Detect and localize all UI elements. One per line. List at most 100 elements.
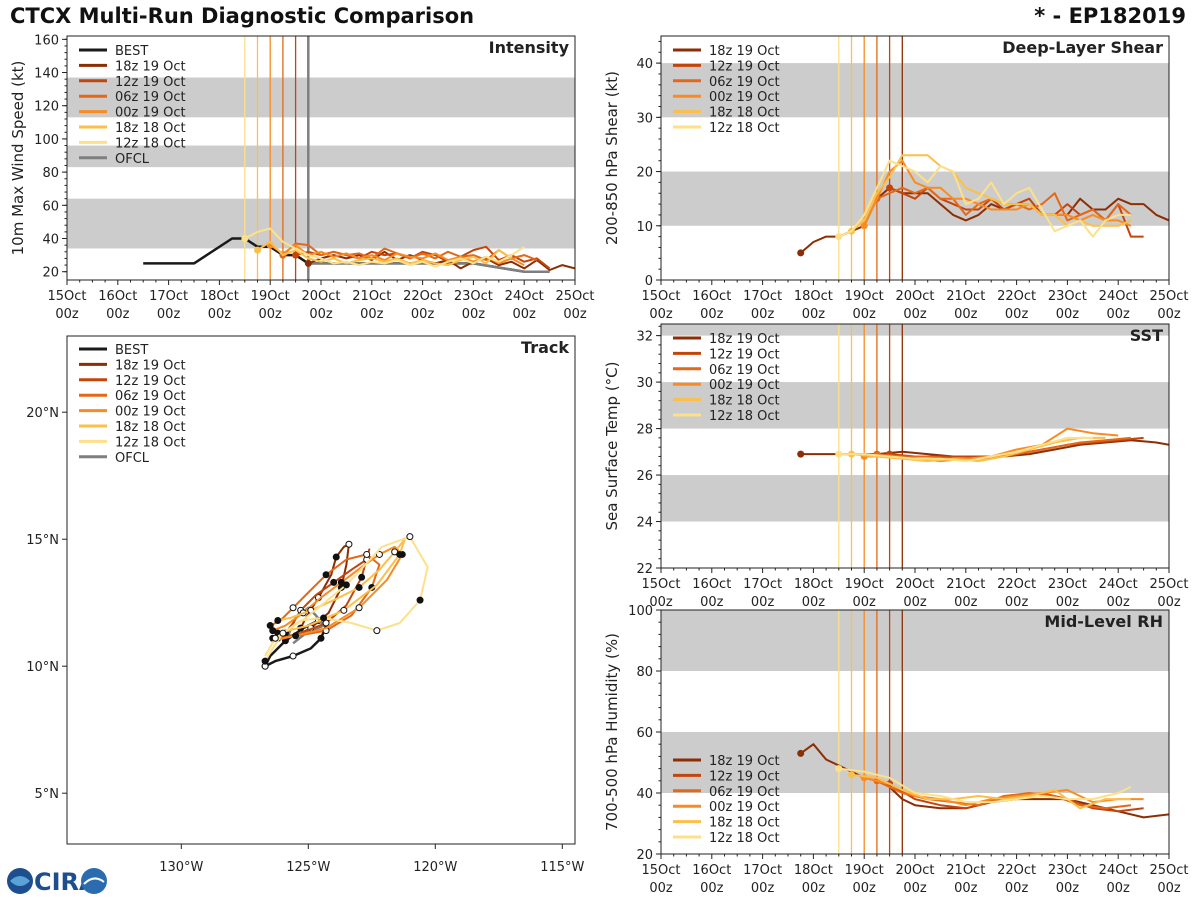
- x-tick-label-hour: 00z: [106, 307, 130, 322]
- series-start-marker-00z-19-oct: [860, 222, 868, 230]
- plot-area-rh: [661, 610, 1169, 854]
- x-tick-label-date: 20Oct: [895, 863, 934, 878]
- x-tick-label-hour: 00z: [1107, 595, 1131, 610]
- legend-label-00z-19-oct: 00z 19 Oct: [709, 800, 780, 815]
- shade-band-1: [661, 610, 1169, 671]
- track-point-12z-18-oct: [320, 614, 328, 622]
- x-tick-label-date: 22Oct: [997, 577, 1036, 592]
- x-tick-label-hour: 00z: [462, 307, 486, 322]
- track-point-06z-19-oct: [322, 571, 330, 579]
- track-line-12z-18-oct: [264, 535, 429, 662]
- x-tick-label-hour: 00z: [751, 595, 775, 610]
- track-point-18z-18-oct: [396, 550, 404, 558]
- x-tick-label-date: 18Oct: [794, 863, 833, 878]
- x-tick-label-hour: 00z: [1056, 881, 1080, 896]
- shade-band-1: [661, 63, 1169, 118]
- cira-logo-graphic: CIRA: [7, 868, 107, 896]
- x-tick-label: 115°W: [540, 860, 584, 875]
- x-tick-label-date: 23Oct: [1048, 577, 1087, 592]
- y-tick-label: 32: [636, 330, 653, 345]
- x-tick-label-hour: 00z: [700, 881, 724, 896]
- series-line-00z-19-oct: [863, 159, 1132, 227]
- x-tick-label-date: 15Oct: [47, 289, 86, 304]
- x-tick-label-hour: 00z: [853, 595, 877, 610]
- legend-label-18z-19-oct: 18z 19 Oct: [709, 754, 780, 769]
- series-start-marker-12z-18-oct: [241, 235, 249, 243]
- panel-shear: 0 10 20 30 40 15Oct 00z 16Oct 00z 17Oct 00z 18Oct 00…: [603, 35, 1189, 322]
- track-point-12z-19-oct: [330, 578, 338, 586]
- y-tick-label: 5°N: [35, 787, 60, 802]
- logo-wave-icon: [10, 876, 30, 886]
- x-tick-label-date: 15Oct: [641, 863, 680, 878]
- legend-label-18z-18-oct: 18z 18 Oct: [115, 420, 186, 435]
- x-tick-label-date: 21Oct: [352, 289, 391, 304]
- y-tick-label: 40: [636, 57, 653, 72]
- legend-label-ofcl: OFCL: [115, 152, 150, 167]
- shade-band-0: [67, 198, 575, 249]
- panel-title-track: Track: [521, 338, 569, 357]
- shade-band-1: [661, 382, 1169, 429]
- legend-label-18z-19-oct: 18z 19 Oct: [709, 44, 780, 59]
- track-point-12z-18-oct: [279, 629, 287, 637]
- legend-label-18z-18-oct: 18z 18 Oct: [709, 816, 780, 831]
- series-line-ofcl: [308, 262, 550, 273]
- x-tick-label-hour: 00z: [259, 307, 283, 322]
- legend-label-06z-19-oct: 06z 19 Oct: [709, 75, 780, 90]
- x-tick-label-date: 21Oct: [946, 577, 985, 592]
- track-point-best: [317, 634, 325, 642]
- x-tick-label-date: 21Oct: [946, 863, 985, 878]
- plot-area-shear: [661, 36, 1169, 280]
- y-tick-label: 10: [636, 220, 653, 235]
- legend-label-06z-19-oct: 06z 19 Oct: [115, 90, 186, 105]
- legend-label-06z-19-oct: 06z 19 Oct: [709, 363, 780, 378]
- legend-label-18z-19-oct: 18z 19 Oct: [115, 59, 186, 74]
- y-tick-label: 22: [636, 562, 653, 577]
- x-tick-label-hour: 00z: [903, 595, 927, 610]
- x-tick-label-date: 20Oct: [895, 577, 934, 592]
- series-start-marker-12z-19-oct: [292, 251, 300, 259]
- track-point-12z-18-oct: [416, 596, 424, 604]
- y-tick-label: 20: [636, 166, 653, 181]
- x-tick-label-date: 21Oct: [946, 289, 985, 304]
- x-tick-label-hour: 00z: [751, 881, 775, 896]
- panel-title-rh: Mid-Level RH: [1044, 612, 1163, 631]
- track-point-06z-19-oct: [363, 550, 371, 558]
- y-tick-label: 20: [42, 266, 59, 281]
- x-tick-label-hour: 00z: [649, 881, 673, 896]
- shade-band-0: [661, 475, 1169, 522]
- x-tick-label: 130°W: [159, 860, 203, 875]
- x-tick-label-date: 19Oct: [251, 289, 290, 304]
- series-line-12z-18-oct: [838, 436, 1093, 463]
- legend-label-06z-19-oct: 06z 19 Oct: [709, 785, 780, 800]
- x-tick-label-date: 17Oct: [743, 863, 782, 878]
- x-tick-label-date: 17Oct: [743, 289, 782, 304]
- series-start-marker-18z-19-oct: [797, 249, 805, 257]
- legend-label-06z-19-oct: 06z 19 Oct: [115, 389, 186, 404]
- y-axis-label-rh: 700-500 hPa Humidity (%): [603, 633, 621, 831]
- y-tick-label: 20: [636, 848, 653, 863]
- track-point-00z-19-oct: [355, 604, 363, 612]
- plot-area-track: [261, 533, 429, 670]
- x-tick-label-date: 25Oct: [1149, 289, 1188, 304]
- legend-label-00z-19-oct: 00z 19 Oct: [709, 90, 780, 105]
- shade-band-2: [661, 324, 1169, 336]
- series-line-18z-18-oct: [850, 154, 1132, 232]
- panel-title-intensity: Intensity: [489, 38, 570, 57]
- series-line-12z-18-oct: [838, 159, 1131, 238]
- x-tick-label-hour: 00z: [802, 595, 826, 610]
- x-tick-label-date: 20Oct: [301, 289, 340, 304]
- track-point-12z-19-oct: [358, 573, 366, 581]
- x-tick-label-hour: 00z: [751, 307, 775, 322]
- panel-intensity: 20 40 60 80 100 120 140 160 15Oct 00z 16Oct 00z 17Oc…: [9, 33, 595, 322]
- cira-logo: CIRA: [4, 864, 108, 898]
- x-tick-label-hour: 00z: [853, 881, 877, 896]
- x-tick-label-date: 23Oct: [1048, 289, 1087, 304]
- series-start-marker-12z-18-oct: [835, 233, 843, 241]
- x-tick-label-date: 24Oct: [1099, 863, 1138, 878]
- panel-sst: 22 24 26 28 30 32 15Oct 00z 16Oct 00z 17Oct 00z 18Oc…: [603, 323, 1189, 610]
- legend-label-ofcl: OFCL: [115, 451, 150, 466]
- x-tick-label: 120°W: [413, 860, 457, 875]
- x-tick-label-date: 15Oct: [641, 289, 680, 304]
